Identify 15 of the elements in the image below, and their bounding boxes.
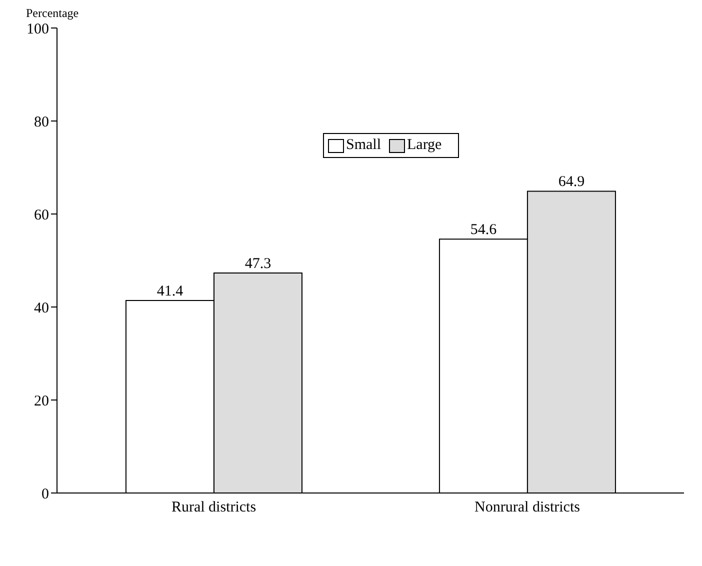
data-label: 47.3: [244, 256, 272, 272]
y-tick-label: 40: [34, 300, 49, 316]
y-tick-label: 60: [34, 207, 49, 224]
data-label: 64.9: [558, 174, 585, 190]
y-axis-title: Percentage: [26, 6, 79, 21]
y-tick-label: 80: [34, 114, 49, 130]
x-tick-label: Nonrural districts: [474, 500, 580, 516]
legend-label: Small: [345, 137, 382, 154]
y-tick-label: 100: [26, 21, 49, 38]
data-label: 54.6: [470, 222, 498, 238]
y-tick-label: 0: [42, 486, 49, 502]
y-tick-label: 20: [34, 393, 49, 410]
x-tick-label: Rural districts: [171, 500, 256, 516]
data-label: 41.4: [156, 283, 184, 300]
legend-label: Large: [406, 137, 442, 154]
